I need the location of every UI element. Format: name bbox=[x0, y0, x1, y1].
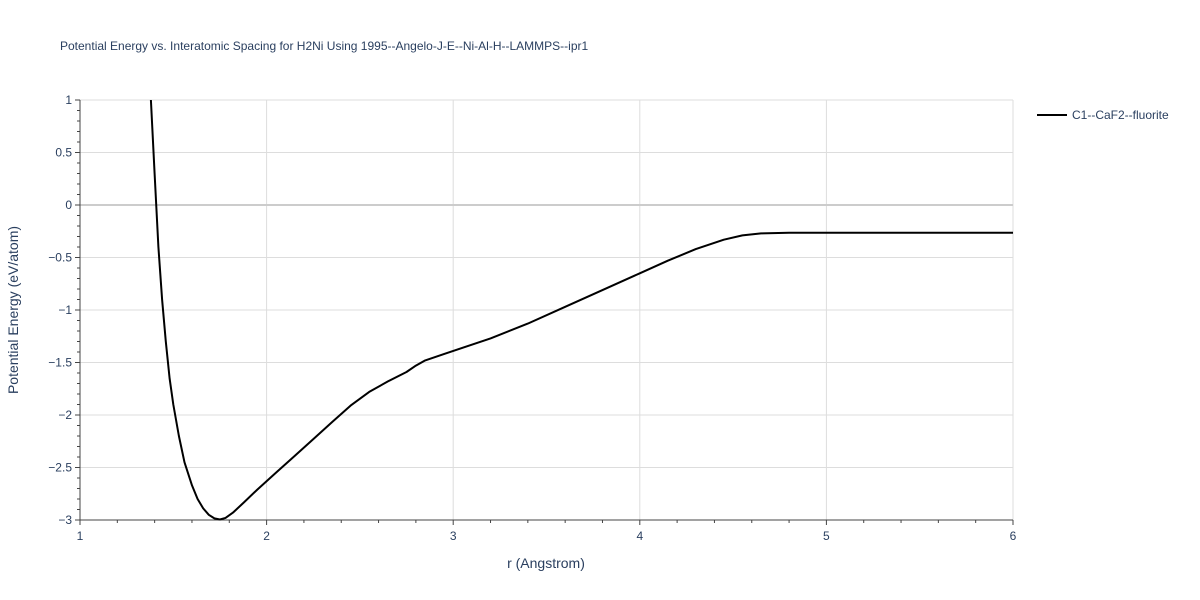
x-tick-label: 1 bbox=[77, 529, 84, 543]
y-tick-label: 1 bbox=[65, 93, 72, 107]
legend[interactable]: C1--CaF2--fluorite bbox=[1037, 108, 1169, 122]
y-tick-label: −1 bbox=[58, 303, 72, 317]
series-layer bbox=[149, 99, 1013, 521]
grid bbox=[80, 99, 1014, 520]
legend-label: C1--CaF2--fluorite bbox=[1072, 108, 1169, 122]
y-tick-label: 0.5 bbox=[55, 146, 72, 160]
y-tick-label: −2.5 bbox=[48, 461, 72, 475]
x-tick-label: 2 bbox=[263, 529, 270, 543]
y-tick-label: −2 bbox=[58, 408, 72, 422]
y-tick-label: −0.5 bbox=[48, 251, 72, 265]
x-tick-label: 6 bbox=[1010, 529, 1017, 543]
x-axis-title: r (Angstrom) bbox=[507, 555, 585, 571]
x-tick-label: 4 bbox=[636, 529, 643, 543]
chart-title: Potential Energy vs. Interatomic Spacing… bbox=[60, 39, 589, 53]
y-tick-label: 0 bbox=[65, 198, 72, 212]
series-line-0 bbox=[149, 99, 1013, 521]
y-tick-label: −1.5 bbox=[48, 356, 72, 370]
x-tick-label: 3 bbox=[450, 529, 457, 543]
x-tick-label: 5 bbox=[823, 529, 830, 543]
axes: 1 2 3 4 5 6 1 0.5 0 −0.5 −1 −1.5 −2 −2.5 −3 bbox=[48, 93, 1016, 543]
y-axis-title: Potential Energy (eV/atom) bbox=[5, 226, 21, 394]
y-tick-label: −3 bbox=[58, 513, 72, 527]
